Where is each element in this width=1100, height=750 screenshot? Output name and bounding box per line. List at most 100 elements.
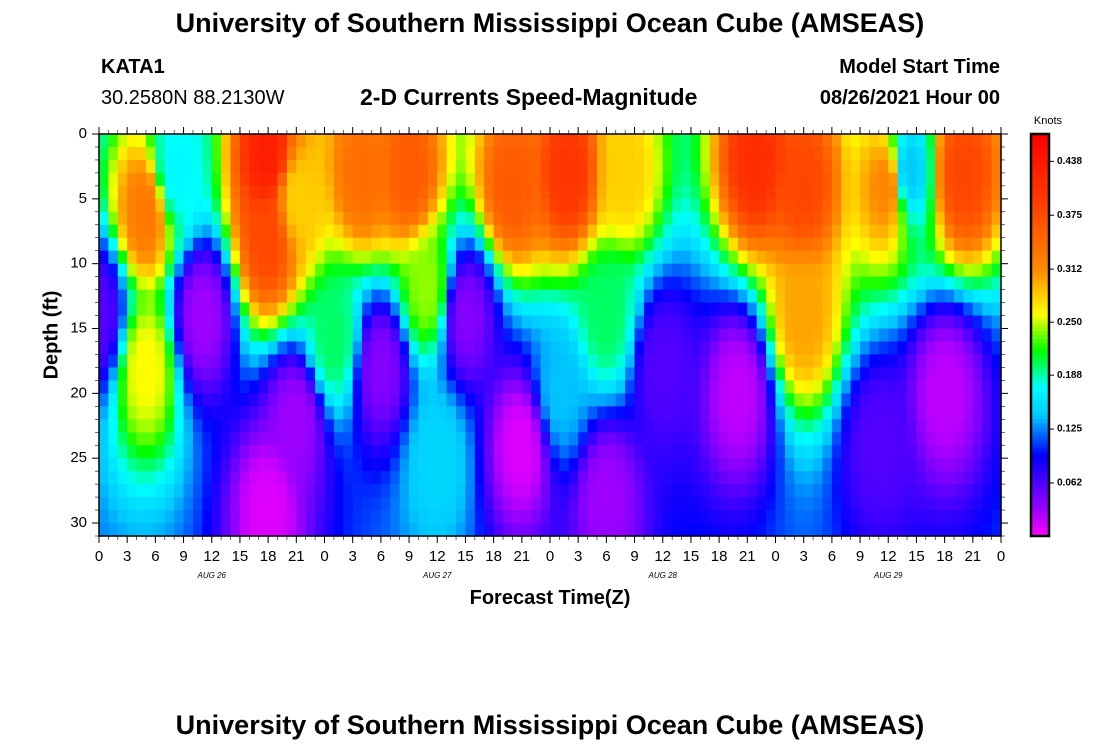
- heatmap-cell: [446, 497, 457, 511]
- heatmap-cell: [371, 289, 382, 304]
- heatmap-cell: [484, 367, 495, 381]
- heatmap-cell: [803, 198, 814, 213]
- heatmap-cell: [841, 315, 852, 330]
- heatmap-cell: [775, 211, 786, 226]
- colorbar-swatch: [1031, 455, 1049, 461]
- heatmap-cell: [249, 419, 260, 433]
- heatmap-cell: [916, 406, 927, 420]
- heatmap-cell: [371, 237, 382, 252]
- heatmap-cell: [850, 497, 861, 511]
- heatmap-cell: [822, 367, 833, 381]
- heatmap-cell: [99, 497, 109, 511]
- heatmap-cell: [634, 134, 645, 148]
- heatmap-cell: [512, 432, 523, 446]
- heatmap-cell: [907, 523, 918, 537]
- heatmap-cell: [596, 406, 607, 420]
- heatmap-cell: [681, 146, 692, 161]
- heatmap-cell: [784, 146, 795, 161]
- heatmap-cell: [775, 419, 786, 433]
- heatmap-cell: [99, 315, 109, 330]
- heatmap-cell: [286, 406, 297, 420]
- heatmap-cell: [888, 354, 899, 369]
- heatmap-cell: [822, 250, 833, 265]
- heatmap-cell: [192, 289, 203, 304]
- heatmap-cell: [333, 250, 344, 265]
- heatmap-cell: [850, 134, 861, 148]
- heatmap-cell: [643, 185, 654, 200]
- heatmap-cell: [427, 263, 438, 278]
- heatmap-cell: [540, 341, 551, 356]
- heatmap-cell: [925, 393, 936, 407]
- heatmap-cell: [136, 172, 147, 187]
- heatmap-cell: [756, 237, 767, 252]
- heatmap-cell: [211, 471, 222, 485]
- x-tick-label: 3: [574, 548, 582, 565]
- heatmap-cell: [578, 211, 589, 226]
- heatmap-cell: [672, 185, 683, 200]
- heatmap-cell: [521, 172, 532, 187]
- heatmap-cell: [192, 458, 203, 472]
- heatmap-cell: [362, 250, 373, 265]
- heatmap-cell: [587, 354, 598, 369]
- heatmap-cell: [944, 497, 955, 511]
- colorbar-swatch: [1031, 134, 1049, 139]
- heatmap-cell: [145, 276, 156, 291]
- heatmap-cell: [380, 523, 391, 537]
- colorbar-swatch: [1031, 395, 1049, 400]
- heatmap-cell: [991, 406, 1002, 420]
- colorbar-swatch: [1031, 427, 1049, 433]
- heatmap-cell: [145, 289, 156, 304]
- heatmap-cell: [211, 263, 222, 278]
- heatmap-cell: [183, 458, 194, 472]
- heatmap-cell: [268, 354, 279, 369]
- heatmap-cell: [643, 211, 654, 226]
- heatmap-cell: [587, 250, 598, 265]
- heatmap-cell: [672, 458, 683, 472]
- heatmap-cell: [239, 250, 250, 265]
- heatmap-cell: [681, 315, 692, 330]
- heatmap-cell: [794, 380, 805, 394]
- heatmap-cell: [324, 237, 335, 252]
- colorbar-swatch: [1031, 294, 1049, 300]
- heatmap-cell: [456, 134, 467, 148]
- heatmap-cell: [352, 263, 363, 278]
- heatmap-cell: [784, 471, 795, 485]
- heatmap-cell: [427, 198, 438, 213]
- heatmap-cell: [794, 159, 805, 174]
- heatmap-cell: [380, 276, 391, 291]
- heatmap-cell: [249, 276, 260, 291]
- heatmap-cell: [202, 354, 213, 369]
- heatmap-cell: [775, 510, 786, 524]
- heatmap-cell: [409, 354, 420, 369]
- heatmap-cell: [409, 432, 420, 446]
- heatmap-cell: [766, 367, 777, 381]
- heatmap-cell: [127, 185, 138, 200]
- heatmap-cell: [296, 289, 307, 304]
- heatmap-cell: [860, 134, 871, 148]
- heatmap-cell: [700, 237, 711, 252]
- heatmap-cell: [878, 237, 889, 252]
- heatmap-cell: [465, 471, 476, 485]
- heatmap-cell: [709, 250, 720, 265]
- heatmap-cell: [596, 276, 607, 291]
- heatmap-cell: [831, 237, 842, 252]
- heatmap-cell: [493, 393, 504, 407]
- heatmap-cell: [596, 263, 607, 278]
- heatmap-cell: [982, 185, 993, 200]
- heatmap-cell: [907, 471, 918, 485]
- heatmap-cell: [625, 328, 636, 343]
- heatmap-cell: [559, 523, 570, 537]
- heatmap-cell: [465, 445, 476, 459]
- colorbar-swatch: [1031, 258, 1049, 264]
- heatmap-cell: [869, 445, 880, 459]
- heatmap-cell: [493, 315, 504, 330]
- heatmap-cell: [230, 224, 241, 239]
- heatmap-cell: [653, 134, 664, 148]
- heatmap-cell: [427, 367, 438, 381]
- heatmap-cell: [136, 354, 147, 369]
- x-axis-title: Forecast Time(Z): [470, 587, 631, 609]
- heatmap-cell: [578, 302, 589, 317]
- heatmap-cell: [860, 341, 871, 356]
- heatmap-cell: [672, 406, 683, 420]
- heatmap-cell: [352, 406, 363, 420]
